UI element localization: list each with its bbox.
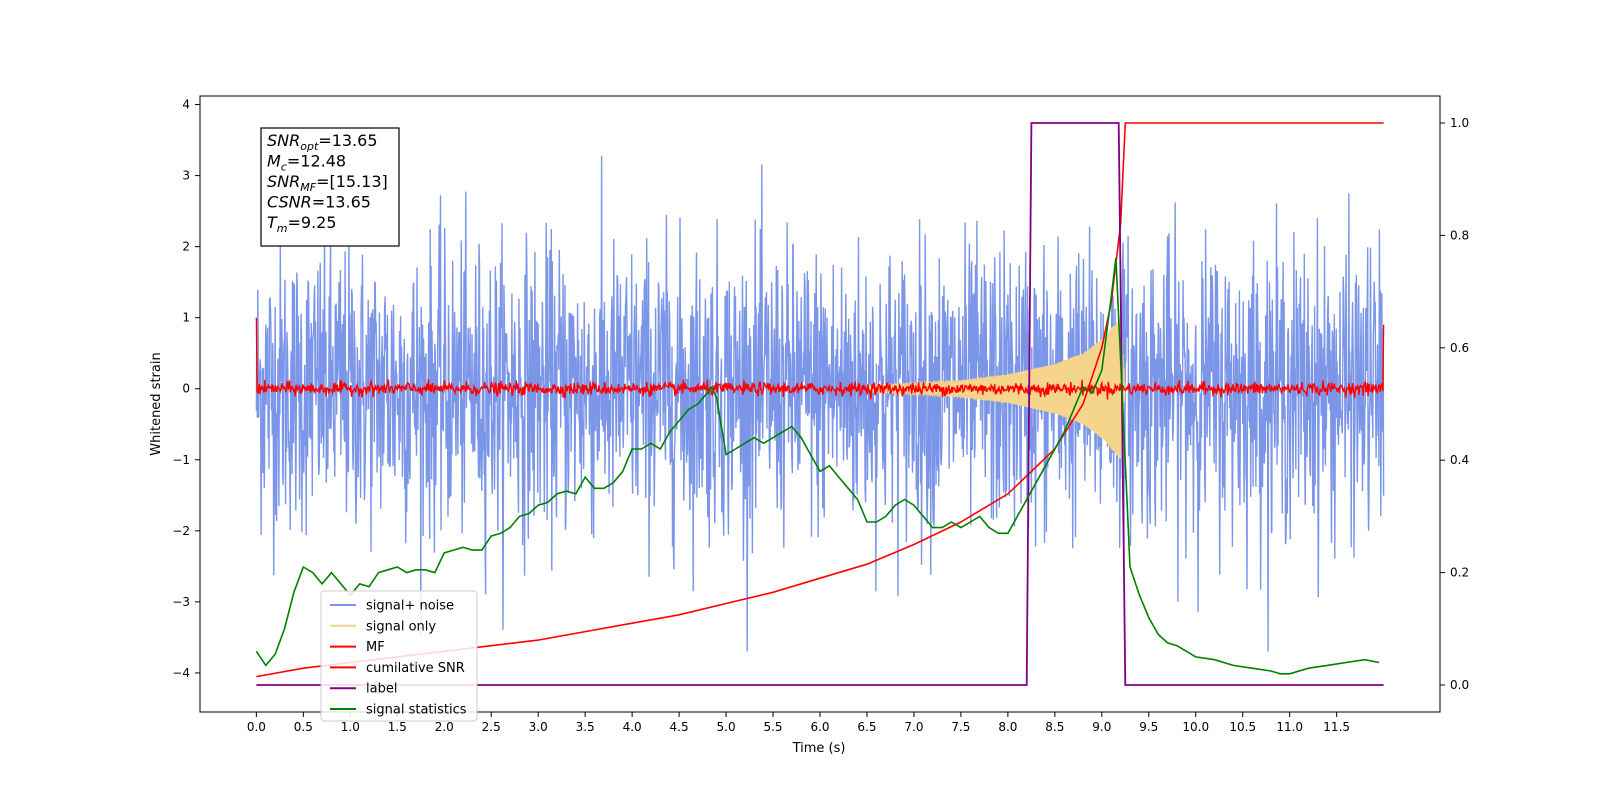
annotation-line: CSNR=13.65 <box>267 193 371 212</box>
legend-entry: signal statistics <box>366 703 467 718</box>
x-tick-label: 9.0 <box>1092 720 1111 734</box>
x-tick-label: 2.5 <box>482 720 501 734</box>
legend-entry: MF <box>366 640 385 655</box>
x-tick-label: 6.0 <box>810 720 829 734</box>
x-tick-label: 5.0 <box>717 720 736 734</box>
x-tick-label: 0.5 <box>294 720 313 734</box>
x-tick-label: 7.5 <box>951 720 970 734</box>
x-axis: 0.0 0.5 1.0 1.5 2.0 2.5 3.0 3.5 4.0 4.5 5.0 5.5 6.0 6… <box>247 712 1350 734</box>
x-tick-label: 3.5 <box>576 720 595 734</box>
annotation-box: SNRopt=13.65Mc=12.48SNRMF=[15.13]CSNR=13… <box>260 127 400 247</box>
x-tick-label: 6.5 <box>857 720 876 734</box>
legend-entry: signal+ noise <box>366 599 454 614</box>
x-tick-label: 4.0 <box>623 720 642 734</box>
y-right-tick-label: 0.0 <box>1450 678 1469 692</box>
y-axis-right: 1.0 0.8 0.6 0.4 0.2 0.0 <box>1440 116 1469 692</box>
x-tick-label: 11.0 <box>1276 720 1303 734</box>
series-signal-only <box>866 318 1126 459</box>
x-tick-label: 5.5 <box>763 720 782 734</box>
x-tick-label: 1.5 <box>388 720 407 734</box>
legend-entry: signal only <box>366 619 436 634</box>
annotation-line: Mc=12.48 <box>267 152 346 174</box>
series-mf <box>255 317 1385 400</box>
x-axis-title: Time (s) <box>792 741 846 756</box>
x-tick-label: 1.0 <box>341 720 360 734</box>
y-left-tick-label: 2 <box>182 240 190 254</box>
x-tick-label: 8.5 <box>1045 720 1064 734</box>
y-right-tick-label: 0.8 <box>1450 228 1469 242</box>
x-tick-label: 3.0 <box>529 720 548 734</box>
x-tick-label: 7.0 <box>904 720 923 734</box>
annotation-line: SNRopt=13.65 <box>267 131 378 153</box>
y-left-tick-label: −2 <box>172 524 190 538</box>
x-tick-label: 10.0 <box>1182 720 1209 734</box>
x-tick-label: 10.5 <box>1229 720 1256 734</box>
legend-entry: label <box>366 682 397 697</box>
y-right-tick-label: 0.6 <box>1450 341 1469 355</box>
y-left-tick-label: 3 <box>182 169 190 183</box>
x-tick-label: 8.0 <box>998 720 1017 734</box>
y-left-tick-label: 1 <box>182 311 190 325</box>
series-label <box>256 122 1384 686</box>
y-right-tick-label: 0.2 <box>1450 566 1469 580</box>
series-signal-noise <box>255 155 1385 652</box>
x-tick-label: 11.5 <box>1323 720 1350 734</box>
legend-entry: cumilative SNR <box>366 661 465 676</box>
x-tick-label: 4.5 <box>670 720 689 734</box>
annotation-line: Tm=9.25 <box>267 213 337 235</box>
y-left-tick-label: −1 <box>172 453 190 467</box>
y-axis-title: Whitened strain <box>149 352 164 455</box>
annotation-line: SNRMF=[15.13] <box>267 172 388 194</box>
y-right-tick-label: 1.0 <box>1450 116 1469 130</box>
y-right-tick-label: 0.4 <box>1450 453 1469 467</box>
x-tick-label: 2.0 <box>435 720 454 734</box>
y-left-tick-label: −4 <box>172 666 190 680</box>
y-left-tick-label: 0 <box>182 382 190 396</box>
legend: signal+ noise signal only MF cumilative SNR… <box>320 590 478 722</box>
y-left-tick-label: −3 <box>172 595 190 609</box>
series-signal-statistics <box>255 257 1380 675</box>
y-left-tick-label: 4 <box>182 98 190 112</box>
y-axis-left: 4 3 2 1 0 −1 −2 −3 −4 <box>172 98 200 680</box>
x-tick-label: 0.0 <box>247 720 266 734</box>
x-tick-label: 9.5 <box>1139 720 1158 734</box>
